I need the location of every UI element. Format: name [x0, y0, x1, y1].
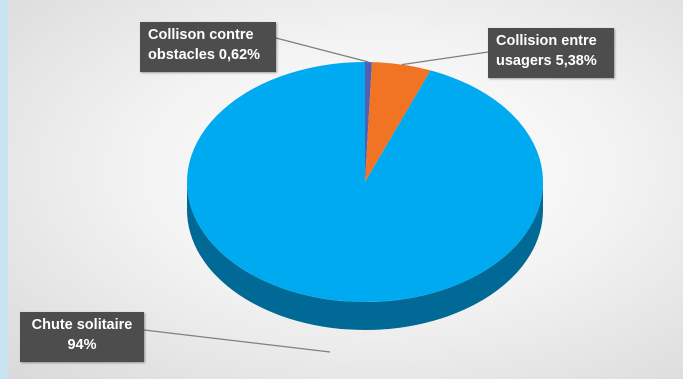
- callout-obstacles-line2: obstacles 0,62%: [148, 47, 261, 63]
- leader-line-usagers: [401, 51, 489, 66]
- pie-slices: [187, 62, 544, 302]
- leader-line-obstacles: [275, 37, 369, 63]
- callout-obstacles: Collison contre obstacles 0,62%: [140, 22, 276, 72]
- leader-line-chute: [143, 329, 331, 353]
- callout-usagers-line1: Collision entre: [496, 33, 597, 49]
- callout-chute: Chute solitaire 94%: [20, 312, 144, 362]
- slice-collision-usagers: [365, 62, 431, 182]
- leader-lines: [143, 37, 489, 353]
- slice-chute-solitaire: [187, 62, 544, 302]
- pie-depth: [187, 182, 543, 330]
- callout-chute-line1: Chute solitaire: [31, 317, 133, 333]
- callout-usagers: Collision entre usagers 5,38%: [488, 28, 614, 78]
- callout-obstacles-line1: Collison contre: [148, 27, 254, 43]
- slice-collision-obstacles: [365, 62, 372, 182]
- pie-side-wall: [187, 182, 543, 330]
- callout-chute-line2: 94%: [67, 337, 97, 353]
- callout-usagers-line2: usagers 5,38%: [496, 53, 597, 69]
